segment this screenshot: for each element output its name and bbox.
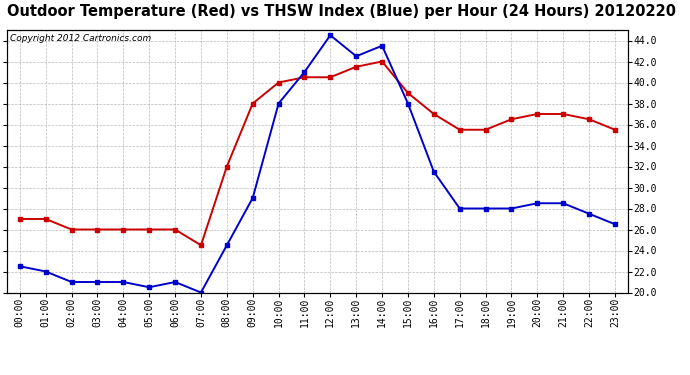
Text: Outdoor Temperature (Red) vs THSW Index (Blue) per Hour (24 Hours) 20120220: Outdoor Temperature (Red) vs THSW Index … [7,4,676,19]
Text: Copyright 2012 Cartronics.com: Copyright 2012 Cartronics.com [10,34,151,43]
